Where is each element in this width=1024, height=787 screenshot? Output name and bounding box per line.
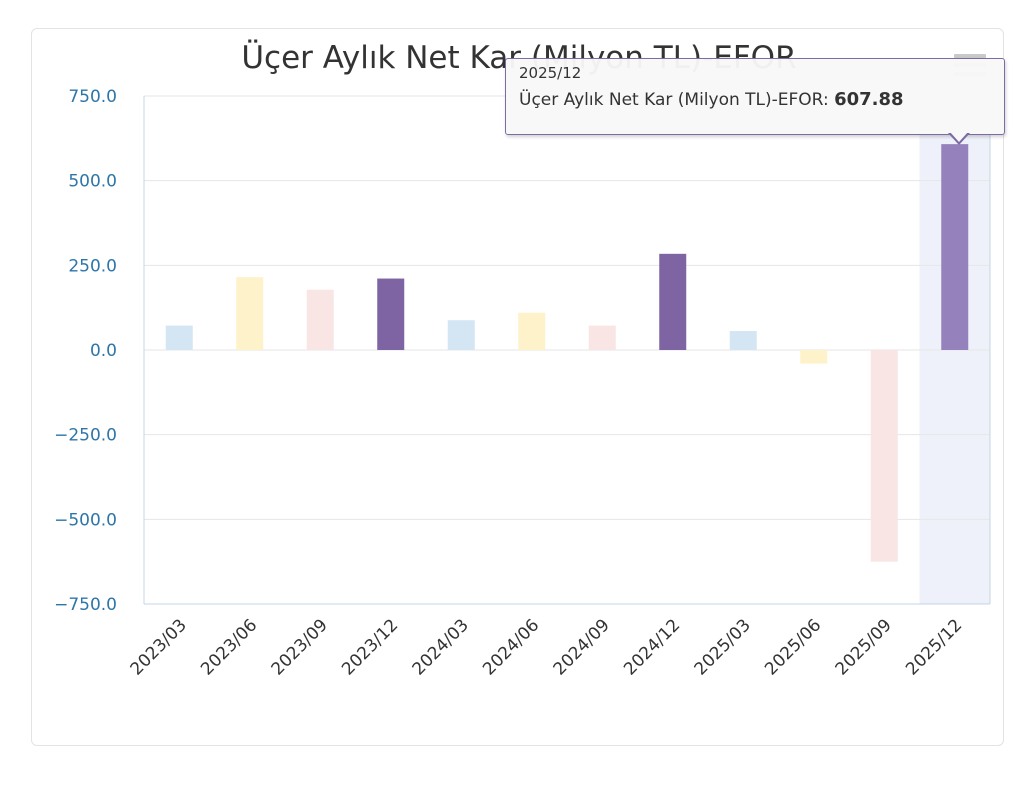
x-tick-label: 2023/09	[268, 615, 332, 679]
y-tick-label: 750.0	[68, 87, 117, 107]
x-tick-label: 2023/03	[127, 615, 191, 679]
bar-2024-03	[447, 320, 475, 350]
bar-2023-03	[165, 325, 193, 350]
x-tick-label: 2023/12	[338, 615, 402, 679]
bar-2024-09	[588, 325, 616, 350]
x-tick-label: 2024/09	[550, 615, 614, 679]
tooltip-series-label: Üçer Aylık Net Kar (Milyon TL)-EFOR:	[519, 90, 835, 110]
bar-2025-09	[870, 350, 898, 562]
x-tick-label: 2025/06	[761, 615, 825, 679]
bar-2025-06	[800, 350, 828, 364]
y-tick-label: −500.0	[54, 510, 117, 530]
y-tick-label: −750.0	[54, 595, 117, 615]
chart-tooltip: 2025/12 Üçer Aylık Net Kar (Milyon TL)-E…	[505, 58, 1005, 135]
tooltip-date: 2025/12	[519, 64, 582, 82]
x-tick-label: 2024/12	[620, 615, 684, 679]
y-tick-label: −250.0	[54, 426, 117, 446]
y-tick-label: 0.0	[90, 341, 117, 361]
bar-2023-06	[236, 277, 264, 350]
tooltip-line: Üçer Aylık Net Kar (Milyon TL)-EFOR: 607…	[519, 89, 904, 110]
x-tick-label: 2024/03	[409, 615, 473, 679]
y-tick-label: 500.0	[68, 172, 117, 192]
hamburger-menu-icon	[954, 54, 986, 58]
bar-2024-06	[518, 312, 546, 350]
bar-2023-12	[377, 278, 405, 350]
tooltip-value: 607.88	[834, 89, 904, 110]
tooltip-arrow-inner	[950, 132, 968, 142]
x-tick-label: 2023/06	[197, 615, 261, 679]
x-tick-label: 2024/06	[479, 615, 543, 679]
chart-card	[31, 28, 1004, 746]
bar-2023-09	[306, 289, 334, 350]
bar-2024-12	[659, 253, 687, 350]
y-tick-label: 250.0	[68, 256, 117, 276]
bar-2025-12	[941, 144, 969, 350]
x-tick-label: 2025/09	[832, 615, 896, 679]
bar-2025-03	[729, 331, 757, 350]
x-tick-label: 2025/03	[691, 615, 755, 679]
x-tick-label: 2025/12	[902, 615, 966, 679]
